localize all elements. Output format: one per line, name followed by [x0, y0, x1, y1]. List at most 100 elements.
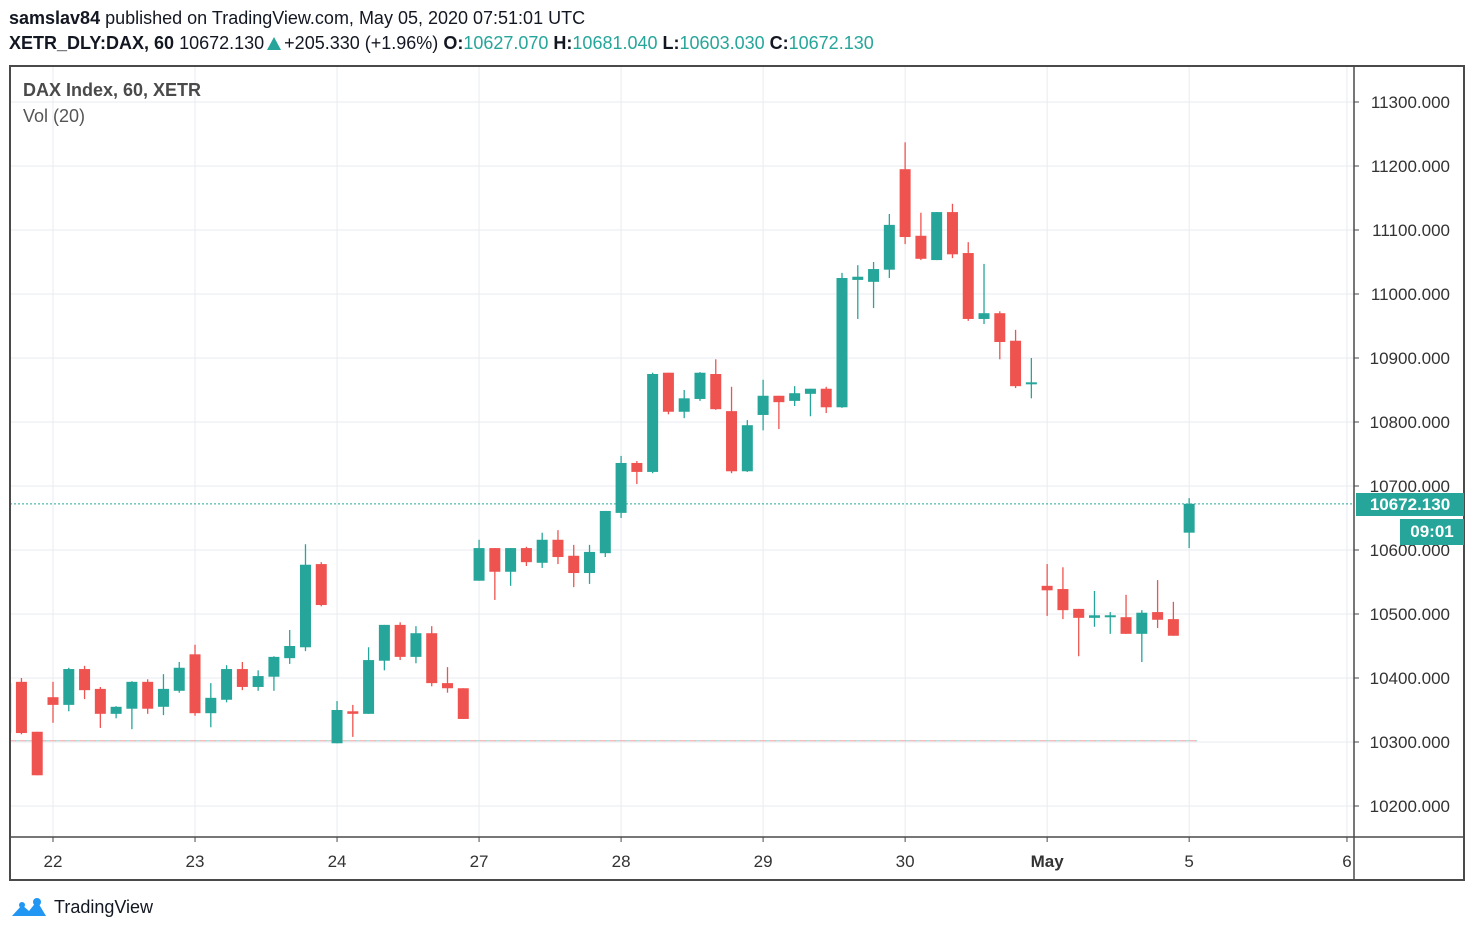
- candle-down: [962, 253, 974, 319]
- y-tick-label: 10200.000: [1370, 797, 1450, 816]
- candle-up: [157, 688, 169, 707]
- x-tick-label: 30: [896, 852, 915, 871]
- y-tick-label: 10600.000: [1370, 541, 1450, 560]
- candle-down: [1073, 608, 1085, 618]
- y-tick-label: 11000.000: [1371, 285, 1450, 304]
- candle-down: [631, 462, 643, 472]
- candle-up: [694, 372, 706, 399]
- candle-up: [126, 681, 138, 709]
- candle-up: [741, 425, 753, 472]
- candle-up: [584, 551, 596, 574]
- candle-up: [678, 398, 690, 412]
- candle-down: [1152, 612, 1164, 620]
- series-legend[interactable]: DAX Index, 60, XETR: [23, 80, 202, 100]
- candle-down: [457, 688, 469, 719]
- candle-down: [31, 731, 43, 776]
- candle-down: [552, 539, 564, 558]
- x-tick-label: May: [1031, 852, 1065, 871]
- candle-down: [236, 669, 248, 687]
- candle-up: [836, 278, 848, 408]
- brand-name: TradingView: [54, 896, 154, 917]
- candle-up: [883, 224, 895, 270]
- symbol-info: XETR_DLY:DAX, 60 10672.130 +205.330 (+1.9…: [9, 33, 874, 54]
- candle-down: [1041, 585, 1053, 591]
- candle-down: [394, 624, 406, 657]
- candle-down: [1167, 619, 1179, 636]
- candle-up: [868, 269, 880, 282]
- candle-up: [252, 676, 264, 687]
- publish-info: samslav84 published on TradingView.com, …: [9, 8, 585, 29]
- symbol: XETR_DLY:DAX, 60: [9, 33, 175, 53]
- candle-down: [899, 169, 911, 238]
- candle-up: [284, 646, 296, 659]
- close-label: C:: [769, 33, 789, 53]
- last-price: 10672.130: [179, 33, 265, 53]
- candle-up: [205, 697, 217, 714]
- candle-down: [726, 411, 738, 472]
- candle-up: [536, 539, 548, 563]
- x-tick-label: 22: [44, 852, 63, 871]
- bar-countdown-tag: 09:01: [1400, 519, 1464, 545]
- candle-up: [410, 633, 422, 657]
- volume-legend[interactable]: Vol (20): [23, 106, 86, 126]
- candle-up: [647, 374, 659, 472]
- candle-down: [710, 374, 722, 410]
- candle-down: [662, 372, 674, 412]
- high-label: H:: [553, 33, 573, 53]
- y-tick-label: 11300.000: [1371, 93, 1450, 112]
- candle-down: [15, 681, 27, 734]
- candle-up: [1104, 615, 1116, 618]
- candle-down: [315, 564, 327, 606]
- candle-up: [473, 548, 485, 581]
- x-tick-label: 27: [470, 852, 489, 871]
- candle-up: [615, 462, 627, 513]
- candle-up: [268, 656, 280, 677]
- close-value: 10672.130: [788, 33, 874, 53]
- y-tick-label: 10800.000: [1370, 413, 1450, 432]
- candle-up: [978, 313, 990, 319]
- candle-up: [789, 393, 801, 401]
- candle-down: [79, 669, 91, 691]
- candle-down: [47, 697, 59, 705]
- high-value: 10681.040: [572, 33, 658, 53]
- candle-down: [520, 548, 532, 563]
- candle-down: [1057, 589, 1069, 611]
- candle-up: [363, 660, 375, 714]
- y-tick-label: 10500.000: [1370, 605, 1450, 624]
- candle-down: [189, 654, 201, 714]
- author[interactable]: samslav84: [9, 8, 101, 28]
- candle-down: [426, 633, 438, 684]
- low-label: L:: [662, 33, 680, 53]
- candle-up: [173, 667, 185, 691]
- candle-down: [94, 688, 106, 714]
- candle-up: [1136, 612, 1148, 634]
- candle-up: [378, 624, 390, 661]
- candle-up: [11, 683, 12, 734]
- candle-down: [442, 683, 453, 689]
- tradingview-logo[interactable]: TradingView: [10, 896, 153, 918]
- y-tick-label: 11100.000: [1372, 221, 1450, 240]
- open-label: O:: [443, 33, 464, 53]
- x-tick-label: 28: [612, 852, 631, 871]
- y-tick-label: 11200.000: [1371, 157, 1450, 176]
- candle-down: [994, 313, 1006, 342]
- candle-up: [1088, 615, 1100, 618]
- candle-up: [1183, 503, 1195, 533]
- candle-down: [946, 212, 958, 255]
- candle-up: [63, 669, 75, 705]
- candle-up: [931, 212, 943, 261]
- low-value: 10603.030: [679, 33, 765, 53]
- candle-up: [804, 388, 816, 394]
- x-tick-label: 23: [186, 852, 205, 871]
- chart-border: [9, 65, 1465, 881]
- y-tick-label: 10400.000: [1370, 669, 1450, 688]
- x-tick-label: 6: [1342, 852, 1351, 871]
- candle-down: [568, 555, 580, 574]
- candle-up: [110, 706, 122, 714]
- candle-down: [820, 388, 832, 408]
- published-text: published on TradingView.com, May 05, 20…: [105, 8, 586, 28]
- candle-up: [852, 276, 864, 280]
- candle-down: [1010, 340, 1022, 387]
- y-tick-label: 10700.000: [1370, 477, 1450, 496]
